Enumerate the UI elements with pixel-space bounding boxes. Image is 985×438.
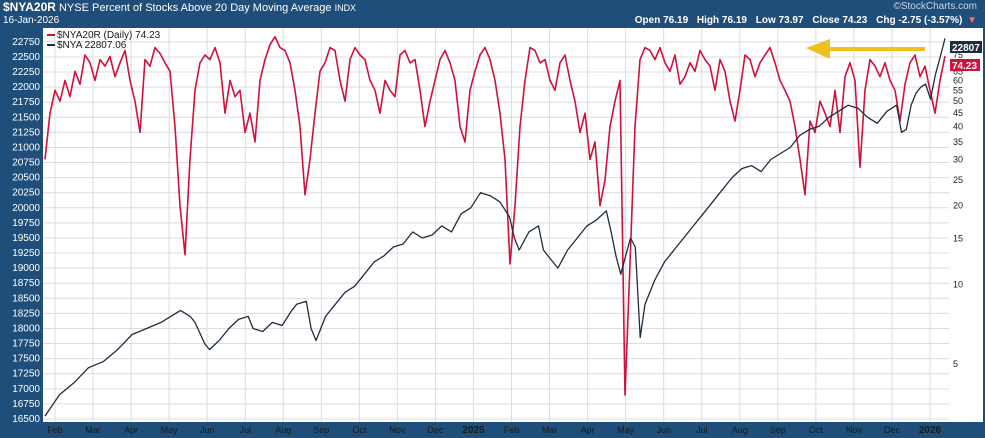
x-tick-label: Nov <box>389 425 406 435</box>
x-tick-label: May <box>617 425 635 435</box>
x-tick-label: Feb <box>47 425 63 435</box>
close-label: Close <box>812 15 840 26</box>
left-tick-label: 21750 <box>12 97 40 108</box>
left-tick-label: 17500 <box>12 354 40 365</box>
series-line-nya20r <box>44 35 946 396</box>
legend-index: $NYA 22807.06 <box>57 40 127 51</box>
right-axis-panel <box>949 28 983 422</box>
right-tick-label: 60 <box>953 75 963 85</box>
symbol-label: $NYA20R <box>3 0 56 14</box>
right-tick-label: 75 <box>953 50 963 60</box>
left-tick-label: 22000 <box>12 82 40 93</box>
high-label: High <box>696 15 720 26</box>
right-tick-label: 55 <box>953 85 963 95</box>
left-tick-label: 21500 <box>12 112 40 123</box>
x-tick-label: 2026 <box>919 425 942 436</box>
left-tick-label: 18000 <box>12 323 40 334</box>
open-value: 76.19 <box>663 15 689 26</box>
left-tick-label: 18250 <box>12 308 40 319</box>
low-value: 73.97 <box>778 15 804 26</box>
index-last-tag <box>950 41 982 53</box>
x-tick-label: 2025 <box>462 425 485 436</box>
left-tick-label: 19750 <box>12 218 40 229</box>
left-tick-label: 16750 <box>12 399 40 410</box>
right-tick-label: 40 <box>953 122 963 132</box>
x-tick-label: May <box>161 425 179 435</box>
change-value: -2.75 (-3.57%) <box>898 15 963 26</box>
x-tick-label: Apr <box>124 425 138 435</box>
stockcharts-logo: ©StockCharts.com <box>893 1 977 12</box>
x-tick-label: Jul <box>239 425 251 435</box>
low-label: Low <box>755 15 776 26</box>
left-tick-label: 18500 <box>12 293 40 304</box>
chart-description: NYSE Percent of Stocks Above 20 Day Movi… <box>58 2 332 14</box>
x-tick-label: Dec <box>884 425 901 435</box>
x-tick-label: Nov <box>846 425 863 435</box>
left-tick-label: 19250 <box>12 248 40 259</box>
left-tick-label: 21250 <box>12 127 40 138</box>
right-tick-label: 65 <box>953 66 963 76</box>
x-tick-label: Aug <box>275 425 291 435</box>
x-tick-label: Apr <box>581 425 595 435</box>
down-arrow-icon: ▼ <box>967 15 977 26</box>
left-axis: 22750 22500 22250 22000 21750 21500 21250 21000… <box>12 37 40 425</box>
x-tick-label: Mar <box>542 425 558 435</box>
left-tick-label: 22750 <box>12 37 40 48</box>
high-value: 76.19 <box>721 15 747 26</box>
x-tick-label: Oct <box>352 425 367 435</box>
yellow-arrow-annotation <box>806 39 925 59</box>
last-value-tags: 22807 74.23 <box>950 41 982 72</box>
left-tick-label: 18750 <box>12 278 40 289</box>
left-tick-label: 17000 <box>12 384 40 395</box>
index-last-value: 22807 <box>952 43 980 54</box>
legend: $NYA20R (Daily) 74.23 $NYA 22807.06 <box>47 30 161 51</box>
x-tick-label: Aug <box>732 425 748 435</box>
left-tick-label: 17250 <box>12 369 40 380</box>
right-tick-label: 45 <box>953 108 963 118</box>
breadth-last-tag <box>950 59 980 71</box>
left-tick-label: 19500 <box>12 233 40 244</box>
left-tick-label: 20000 <box>12 203 40 214</box>
left-tick-label: 22500 <box>12 52 40 63</box>
left-tick-label: 19000 <box>12 263 40 274</box>
close-value: 74.23 <box>842 15 868 26</box>
exchange-label: INDX <box>334 3 357 13</box>
x-tick-label: Sep <box>313 425 329 435</box>
right-tick-label: 5 <box>953 359 958 369</box>
change-label: Chg <box>876 15 896 26</box>
x-axis: Feb Mar Apr May Jun Jul Aug Sep Oct Nov Dec 2025 Feb… <box>47 425 941 436</box>
chart-date: 16-Jan-2026 <box>3 15 60 26</box>
x-tick-label: Dec <box>427 425 444 435</box>
right-tick-label: 50 <box>953 96 963 106</box>
x-tick-label: Mar <box>85 425 101 435</box>
left-tick-label: 21000 <box>12 142 40 153</box>
x-tick-label: Feb <box>504 425 520 435</box>
x-tick-label: Oct <box>809 425 824 435</box>
ohlc-readout: Open 76.19 High 76.19 Low 73.97 Close 74… <box>629 15 977 26</box>
left-tick-label: 17750 <box>12 339 40 350</box>
right-tick-label: 20 <box>953 201 963 211</box>
x-tick-label: Jun <box>200 425 215 435</box>
right-tick-label: 30 <box>953 154 963 164</box>
breadth-last-value: 74.23 <box>952 61 977 72</box>
left-tick-label: 20250 <box>12 188 40 199</box>
right-tick-label: 15 <box>953 233 963 243</box>
open-label: Open <box>634 15 661 26</box>
left-tick-label: 16500 <box>12 414 40 425</box>
left-tick-label: 22250 <box>12 67 40 78</box>
left-tick-label: 20500 <box>12 173 40 184</box>
right-tick-label: 10 <box>953 280 963 290</box>
x-tick-label: Jul <box>696 425 708 435</box>
legend-breadth: $NYA20R (Daily) 74.23 <box>57 30 161 41</box>
chart-title: $NYA20R NYSE Percent of Stocks Above 20 … <box>3 0 356 16</box>
right-tick-label: 35 <box>953 137 963 147</box>
right-tick-label: 25 <box>953 175 963 185</box>
left-tick-label: 20750 <box>12 158 40 169</box>
x-tick-label: Jun <box>656 425 671 435</box>
x-tick-label: Sep <box>770 425 786 435</box>
series-layer <box>44 35 946 417</box>
series-line-nya <box>44 38 946 417</box>
